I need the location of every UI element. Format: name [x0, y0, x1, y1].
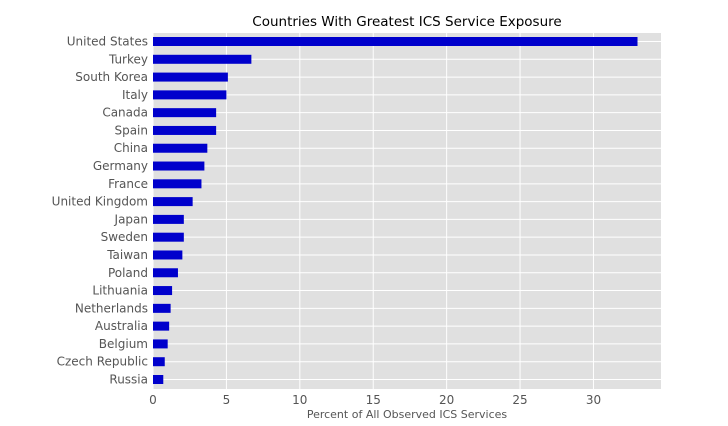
bar-italy — [153, 90, 227, 100]
y-tick-label: Australia — [95, 319, 148, 333]
x-tick-label: 5 — [223, 393, 231, 407]
y-tick-label: Netherlands — [75, 301, 148, 315]
bar-canada — [153, 108, 217, 118]
bar-czech-republic — [153, 357, 165, 367]
y-tick-label: France — [108, 177, 148, 191]
y-tick-label: United Kingdom — [52, 195, 148, 209]
y-tick-label: Sweden — [101, 230, 148, 244]
bar-germany — [153, 161, 205, 171]
x-tick-labels: 0 5 10 15 20 25 30 — [149, 393, 601, 407]
y-tick-label: Lithuania — [92, 284, 148, 298]
y-tick-label: South Korea — [75, 70, 148, 84]
x-tick-label: 25 — [512, 393, 527, 407]
y-tick-label: Belgium — [99, 337, 148, 351]
y-tick-label: Poland — [108, 266, 148, 280]
y-tick-label: Germany — [93, 159, 148, 173]
plot-area — [153, 33, 661, 389]
y-tick-label: Japan — [114, 212, 148, 226]
bar-russia — [153, 375, 164, 384]
bar-sweden — [153, 232, 184, 242]
bar-poland — [153, 268, 178, 278]
y-tick-label: Spain — [114, 123, 148, 137]
bars — [153, 37, 638, 384]
bar-united-kingdom — [153, 197, 193, 207]
bar-spain — [153, 125, 217, 135]
x-tick-label: 10 — [292, 393, 307, 407]
bar-lithuania — [153, 286, 173, 296]
bar-australia — [153, 321, 170, 331]
x-tick-label: 0 — [149, 393, 157, 407]
grid-lines — [152, 33, 661, 389]
x-axis-label: Percent of All Observed ICS Services — [307, 408, 508, 421]
bar-turkey — [153, 54, 252, 64]
bar-united-states — [153, 37, 638, 46]
x-tick-label: 20 — [439, 393, 454, 407]
x-tick-label: 15 — [366, 393, 381, 407]
y-tick-label: Russia — [109, 373, 148, 387]
y-tick-label: Turkey — [108, 52, 148, 66]
y-tick-label: Italy — [122, 88, 148, 102]
bar-taiwan — [153, 250, 183, 260]
bar-belgium — [153, 339, 168, 349]
bar-south-korea — [153, 72, 228, 82]
y-tick-label: Taiwan — [106, 248, 148, 262]
bar-france — [153, 179, 202, 189]
y-tick-label: United States — [67, 35, 148, 49]
chart-title: Countries With Greatest ICS Service Expo… — [252, 14, 561, 30]
y-tick-label: Canada — [102, 106, 148, 120]
bar-china — [153, 143, 208, 153]
y-tick-label: Czech Republic — [57, 355, 148, 369]
y-tick-labels: United States Turkey South Korea Italy Canad… — [52, 35, 148, 387]
bar-japan — [153, 214, 184, 224]
y-tick-label: China — [114, 141, 148, 155]
x-tick-label: 30 — [586, 393, 601, 407]
bar-netherlands — [153, 303, 171, 313]
